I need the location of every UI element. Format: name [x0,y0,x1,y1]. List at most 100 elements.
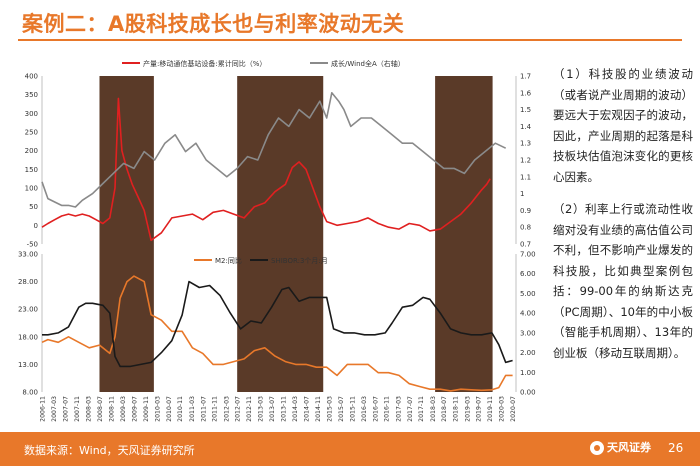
panel-1-right-tick-label: 1 [520,190,524,198]
x-tick-label: 2011-03 [189,396,196,422]
panel-2-left-tick-label: 13.00 [18,361,38,369]
legend-label-shibor: SHIBOR:3个月:月 [271,257,328,265]
x-tick-label: 2010-07 [166,396,173,422]
x-tick-label: 2014-07 [304,396,311,422]
panel-2-right-tick-label: 0.00 [520,389,536,397]
panel-2-right-tick-label: 2.00 [520,349,536,357]
x-tick-label: 2013-03 [258,396,265,422]
x-tick-label: 2007-07 [63,396,70,422]
legend-label-growth: 成长/Wind全A（右轴） [331,59,405,68]
panel-1-left-tick-label: -50 [27,241,38,249]
x-tick-label: 2017-03 [395,396,402,422]
panel-1-left-tick-label: 300 [25,110,38,118]
panel-2-right-tick-label: 3.00 [520,329,536,337]
x-tick-label: 2019-07 [476,396,483,422]
x-tick-label: 2014-11 [315,396,322,422]
panel-1-right-tick-label: 1.3 [520,140,531,148]
panel-2-left-tick-label: 28.00 [18,278,38,286]
x-tick-label: 2015-11 [349,396,356,422]
x-tick-label: 2011-11 [212,396,219,422]
title-divider [18,39,682,41]
commentary-paragraph-2: （2）利率上行或流动性收缩对没有业绩的高估值公司不利，但不影响产业爆发的科技股，… [553,202,693,360]
x-tick-label: 2016-03 [361,396,368,422]
x-tick-label: 2009-07 [131,396,138,422]
panel-2-right-tick-label: 7.00 [520,251,536,259]
data-source-note: 数据来源：Wind，天风证券研究所 [24,444,195,457]
panel-2-series-line-1 [41,275,513,392]
x-tick-label: 2019-03 [464,396,471,422]
x-tick-label: 2010-03 [154,396,161,422]
legend-label-production: 产量:移动通信基站设备:累计同比（%） [143,59,266,68]
x-tick-label: 2020-03 [499,396,506,422]
x-tick-label: 2016-11 [384,396,391,422]
panel-2-right-tick-label: 1.00 [520,369,536,377]
x-tick-label: 2008-11 [108,396,115,422]
x-tick-label: 2007-03 [51,396,58,422]
panel-1-left-tick-label: 200 [25,147,38,155]
x-tick-label: 2009-03 [120,396,127,422]
x-tick-label: 2011-07 [200,396,207,422]
footer-bar: 数据来源：Wind，天风证券研究所 天风证券 26 [0,432,700,466]
x-tick-label: 2017-11 [418,396,425,422]
commentary-paragraph-1: （1）科技股的业绩波动（或者说产业周期的波动）要远大于宏观因子的波动，因此，产业… [553,67,693,184]
x-tick-label: 2012-03 [223,396,230,422]
x-tick-label: 2013-11 [280,396,287,422]
panel-2-left-tick-label: 33.00 [18,251,38,259]
page-title: 案例二：A股科技成长也与利率波动无关 [22,12,405,36]
panel-2-left-tick-label: 18.00 [18,333,38,341]
panel-1-right-tick-label: 0.7 [520,241,531,249]
panel-2-series-line-2 [42,280,513,368]
x-tick-label: 2007-11 [74,396,81,422]
panel-1-right-tick-label: 1.5 [520,106,531,114]
x-tick-label: 2012-07 [235,396,242,422]
commentary-panel: （1）科技股的业绩波动（或者说产业周期的波动）要远大于宏观因子的波动，因此，产业… [553,64,693,375]
panel-1-right-tick-label: 1.4 [520,123,532,131]
brand-logo-icon [590,441,604,455]
panel-1-series-line-1 [41,97,491,242]
panel-2-right-tick-label: 6.00 [520,270,536,278]
panel-2-left-tick-label: 8.00 [22,389,38,397]
shaded-period-3 [435,76,493,392]
panel-1-right-tick-label: 0.8 [520,224,531,232]
x-tick-label: 2010-11 [177,396,184,422]
legend-label-m2: M2:同比 [215,256,242,265]
panel-1-left-tick-label: 150 [25,166,38,174]
panel-1-right-tick-label: 0.9 [520,207,531,215]
x-tick-label: 2017-07 [407,396,414,422]
x-tick-label: 2008-07 [97,396,104,422]
panel-1-right-tick-label: 1.7 [520,73,531,81]
panel-1-right-tick-label: 1.1 [520,173,531,181]
combined-chart: 400 350 300 250 200 150 100 50 0 -50 1.7 1.6 1.5 1.4 1… [18,59,536,422]
panel-1-series-line-2 [41,91,507,208]
shaded-period-2 [237,76,324,392]
panel-1-left-tick-label: 50 [29,203,38,211]
x-tick-label: 2009-11 [143,396,150,422]
x-tick-label: 2006-11 [40,396,47,422]
x-tick-label: 2016-07 [372,396,379,422]
x-tick-label: 2018-11 [453,396,460,422]
panel-1-right-tick-label: 1.2 [520,157,531,165]
x-tick-label: 2008-03 [86,396,93,422]
x-tick-label: 2014-03 [292,396,299,422]
x-tick-label: 2018-07 [441,396,448,422]
shaded-period-1 [99,76,154,392]
x-tick-label: 2018-03 [430,396,437,422]
x-tick-label: 2015-07 [338,396,345,422]
panel-1-right-tick-label: 1.6 [520,89,532,97]
x-tick-label: 2015-03 [327,396,334,422]
panel-1-left-tick-label: 250 [25,129,38,137]
panel-2-left-tick-label: 23.00 [18,306,38,314]
x-tick-label: 2013-07 [269,396,276,422]
brand-logo: 天风证券 [590,439,651,455]
panel-1-left-tick-label: 100 [25,185,38,193]
panel-1-left-tick-label: 400 [25,73,38,81]
panel-2-right-tick-label: 5.00 [520,290,536,298]
x-tick-label: 2019-11 [487,396,494,422]
page-number: 26 [668,441,684,455]
x-tick-label: 2020-07 [510,396,517,422]
x-tick-label: 2012-11 [246,396,253,422]
panel-1-left-tick-label: 350 [25,91,38,99]
panel-1-left-tick-label: 0 [34,222,38,230]
panel-2-right-tick-label: 4.00 [520,310,536,318]
brand-logo-text: 天风证券 [607,441,651,454]
